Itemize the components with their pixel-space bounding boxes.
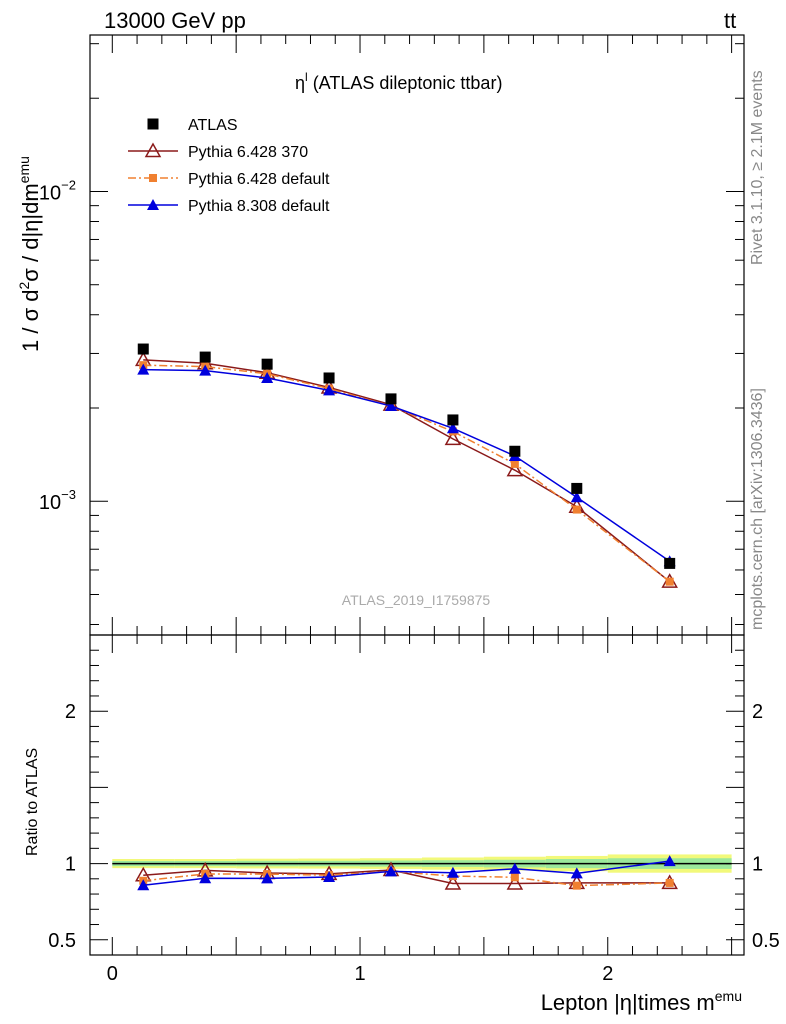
ratio-data-point <box>199 872 212 884</box>
x-tick-label: 1 <box>354 963 365 985</box>
ratio-data-point <box>506 874 524 890</box>
ratio-data-point <box>137 879 150 891</box>
y-tick-label: 10−3 <box>39 487 76 514</box>
main-y-axis-label: 1 / σ d2σ / d|η|dmemu <box>16 156 43 352</box>
main-data-point <box>323 384 336 396</box>
main-title: ηl (ATLAS dileptonic ttbar) <box>295 70 502 93</box>
legend-marker <box>147 199 159 210</box>
axes-ticks: 10−2 10−3 0 1 2 0.5 0.5 1 1 2 2 <box>39 35 780 985</box>
main-data-point <box>506 461 524 477</box>
main-series-line <box>143 359 671 583</box>
legend-entry: Pythia 6.428 default <box>128 171 330 188</box>
ratio-data-point <box>384 865 397 877</box>
main-data-point <box>509 445 521 457</box>
header-left-label: 13000 GeV pp <box>104 8 246 33</box>
main-data-point <box>384 399 397 411</box>
main-data-point <box>199 364 212 376</box>
ratio-data-point <box>510 873 519 882</box>
legend-marker <box>144 142 162 158</box>
ratio-data-point <box>665 878 674 887</box>
legend: ATLAS Pythia 6.428 370 Pythia 6.428 defaul… <box>128 117 330 215</box>
ratio-data-point <box>446 866 459 878</box>
legend-marker <box>147 118 159 130</box>
ratio-panel-frame <box>89 634 745 956</box>
main-data-point <box>137 343 149 355</box>
main-data-point <box>510 459 519 468</box>
analysis-watermark: ATLAS_2019_I1759875 <box>342 592 491 608</box>
main-data-point <box>385 393 397 405</box>
main-series <box>137 343 676 569</box>
rivet-version-label: Rivet 3.1.10, ≥ 2.1M events <box>749 70 766 265</box>
main-series <box>139 361 674 586</box>
main-data-point <box>664 557 676 569</box>
svg-text:tt: tt <box>724 8 736 33</box>
ratio-data-point <box>663 855 676 867</box>
y-tick-label: 10−2 <box>39 177 76 204</box>
legend-label: Pythia 8.308 default <box>188 198 330 215</box>
ratio-series-line <box>143 870 670 887</box>
main-data-point <box>444 430 462 446</box>
main-data-point <box>323 372 335 384</box>
ratio-data-point <box>570 867 583 879</box>
mcplots-reference-label: mcplots.cern.ch [arXiv:1306.3436] <box>749 388 766 630</box>
legend-label: Pythia 6.428 default <box>188 171 330 188</box>
main-data-point <box>447 414 459 426</box>
header-right-label: tt <box>724 8 736 33</box>
ratio-y-axis-label: Ratio to ATLAS <box>24 748 41 856</box>
main-data-point <box>665 577 674 586</box>
data-series <box>134 343 678 891</box>
ratio-data-point <box>261 872 274 884</box>
legend-entry: ATLAS <box>147 117 238 134</box>
main-data-point <box>571 482 583 494</box>
legend-entry: Pythia 8.308 default <box>128 198 330 215</box>
ratio-y-tick-label: 1 <box>65 854 76 876</box>
x-tick-label: 2 <box>602 963 613 985</box>
main-data-point <box>199 351 211 363</box>
ratio-y-tick-label-right: 0.5 <box>752 930 780 952</box>
ratio-data-point <box>572 881 581 890</box>
main-data-point <box>261 358 273 370</box>
ratio-y-tick-label-right: 2 <box>752 701 763 723</box>
main-series <box>134 351 678 588</box>
ratio-y-tick-label: 2 <box>65 701 76 723</box>
x-axis-label: Lepton |η|times memu <box>541 988 742 1015</box>
legend-label: Pythia 6.428 370 <box>188 144 308 161</box>
legend-marker <box>149 174 157 182</box>
main-series-line <box>143 364 671 583</box>
ratio-series <box>137 855 676 891</box>
ratio-data-point <box>444 874 462 890</box>
main-data-point <box>261 371 274 383</box>
ratio-y-tick-label-right: 1 <box>752 854 763 876</box>
main-series <box>137 363 676 567</box>
ratio-data-point <box>323 870 336 882</box>
x-tick-label: 0 <box>107 963 118 985</box>
legend-label: ATLAS <box>188 117 238 134</box>
main-data-point <box>446 422 459 434</box>
main-data-point <box>572 505 581 514</box>
main-data-point <box>137 363 150 375</box>
legend-entry: Pythia 6.428 370 <box>128 142 308 161</box>
ratio-data-point <box>508 862 521 874</box>
ratio-y-tick-label: 0.5 <box>48 930 76 952</box>
main-data-point <box>570 491 583 503</box>
main-series-line <box>143 368 671 562</box>
